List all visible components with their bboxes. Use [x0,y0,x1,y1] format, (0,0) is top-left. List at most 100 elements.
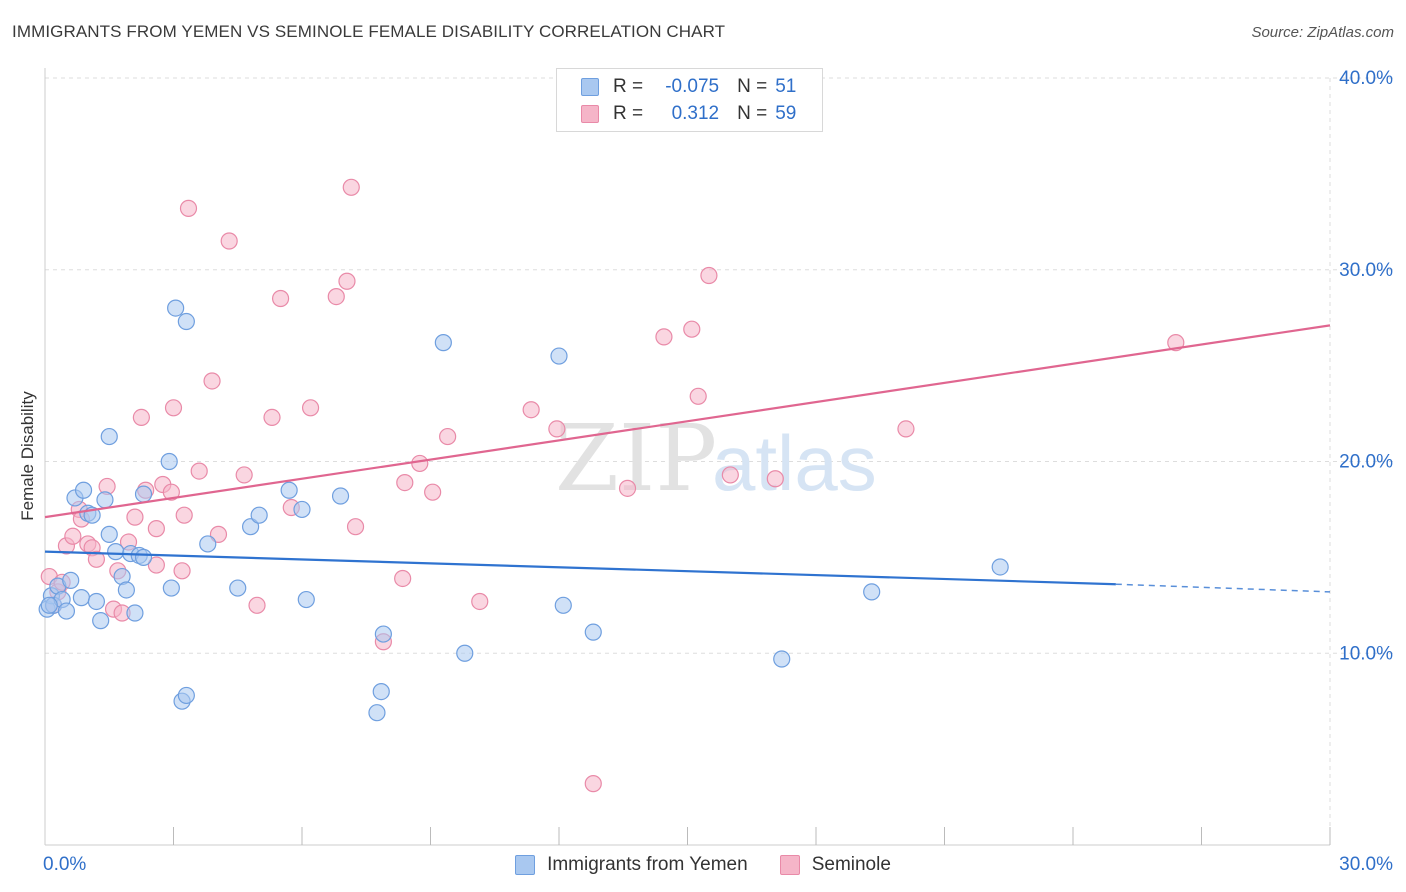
yemen-trend-extension [1115,583,1331,593]
stats-row-yemen: R = -0.075 N = 51 [581,75,796,99]
r-value: -0.075 [665,76,720,97]
seminole-point [897,420,915,438]
yemen-point [863,583,881,601]
seminole-point [766,470,784,488]
yemen-swatch [581,78,599,96]
yemen-point [550,347,568,365]
seminole-point [220,232,238,250]
seminole-point [203,372,221,390]
seminole-point [87,550,106,568]
watermark-atlas: atlas [712,419,877,507]
seminole-point [173,562,191,580]
seminole-point [683,320,701,338]
r-label: R = [613,103,644,124]
seminole-point [1167,334,1185,352]
yemen-point [280,481,298,499]
seminole-point [162,483,180,501]
yemen-points [38,299,1009,722]
yemen-trend-line [44,550,1116,586]
yemen-point [991,558,1009,576]
yemen-legend-swatch [515,855,536,875]
seminole-point [271,289,290,308]
yemen-point [57,602,76,620]
seminole-point [700,266,718,285]
seminole-point [64,527,82,545]
seminole-point [721,466,739,484]
seminole-point [263,408,281,426]
y-tick-label: 40.0% [1339,68,1393,89]
yemen-point [134,548,153,566]
n-label: N = [737,103,768,124]
yemen-point [160,452,178,471]
yemen-point [584,623,602,641]
legend-label-seminole: Seminole [811,854,891,875]
seminole-point [471,592,489,611]
yemen-point [87,592,106,611]
yemen-point [62,571,80,589]
yemen-point [293,500,311,519]
seminole-point [655,328,673,346]
seminole-point [396,473,414,492]
seminole-point [522,401,540,419]
seminole-point [126,508,144,526]
yemen-point [372,682,390,701]
yemen-point [554,596,572,614]
axes [44,68,1331,846]
seminole-point [147,556,165,574]
yemen-point [242,518,260,536]
tick-labels: 10.0% 20.0% 30.0% 40.0% 0.0% 30.0% [43,68,1393,875]
yemen-point [107,543,125,561]
yemen-point [40,596,58,614]
seminole-point [235,466,253,484]
seminole-point [164,399,183,417]
seminole-point [327,287,345,306]
yemen-point [368,704,386,722]
yemen-point [167,299,185,317]
x-tick-label: 30.0% [1339,854,1393,875]
yemen-point [331,487,350,505]
yemen-point [126,604,144,622]
r-value: 0.312 [671,103,720,124]
yemen-point [456,644,474,662]
trend-lines [44,324,1331,593]
seminole-point [190,462,208,480]
seminole-point [548,420,566,438]
legend-label-yemen: Immigrants from Yemen [547,854,748,875]
seminole-legend-swatch [779,855,800,875]
source-credit: Source: ZipAtlas.com [1251,24,1394,41]
yemen-point [374,625,392,643]
seminole-point [618,479,637,497]
yemen-point [773,650,791,668]
yemen-point [250,506,268,524]
legend-item-seminole: Seminole [779,854,891,876]
n-value: 51 [775,76,797,97]
seminole-point [301,399,320,417]
yemen-point [434,334,452,352]
legend-item-yemen: Immigrants from Yemen [515,854,748,876]
x-tick-label: 0.0% [43,854,86,875]
seminole-point [147,520,165,538]
watermark-zip: ZIP [555,405,717,512]
stats-row-seminole: R = 0.312 N = 59 [581,102,796,126]
yemen-point [100,427,118,446]
seminole-point [424,483,442,501]
seminole-swatch [581,105,599,123]
seminole-point [209,525,228,543]
seminole-point [584,775,602,793]
y-tick-label: 20.0% [1339,452,1393,473]
yemen-point [177,686,195,705]
seminole-point [132,408,150,426]
seminole-point [175,506,193,524]
seminole-point [689,387,707,405]
chart-legend: Immigrants from Yemen Seminole [0,852,1406,878]
seminole-point [179,199,198,217]
watermark: ZIP atlas [555,405,877,512]
yemen-point [162,579,180,597]
yemen-point [72,589,91,607]
yemen-point [74,481,93,499]
yemen-point [199,535,217,553]
yemen-point [134,485,153,503]
y-tick-label: 30.0% [1339,260,1393,281]
